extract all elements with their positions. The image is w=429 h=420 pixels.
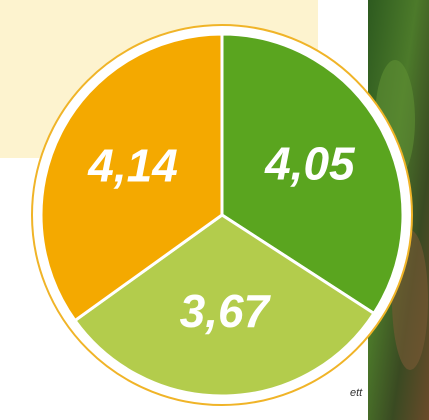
value-label: 4,05 <box>264 137 356 189</box>
pie: 4,05 3,67 4,14 <box>39 32 405 398</box>
pie-slice <box>72 213 376 398</box>
text-fragment: ett <box>350 387 363 399</box>
pie-slice <box>39 32 224 323</box>
value-label: 3,67 <box>180 285 272 337</box>
value-label: 4,14 <box>87 139 178 191</box>
